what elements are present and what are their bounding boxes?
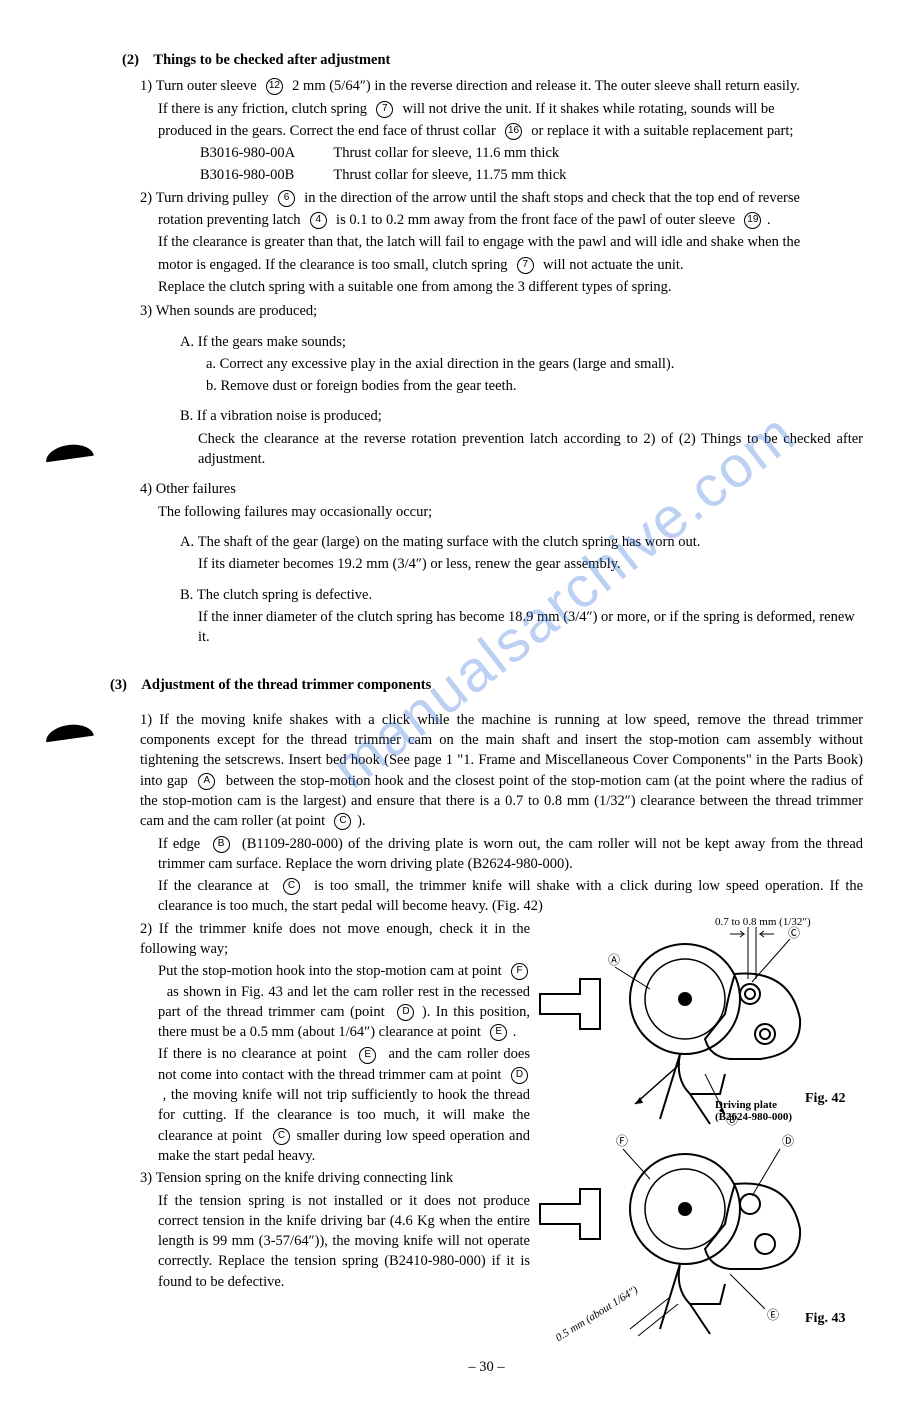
s2-i2-line2: rotation preventing latch 4 is 0.1 to 0.… [158,210,863,230]
s2-i3-title: 3) When sounds are produced; [140,301,863,321]
sec2-num: (2) [122,52,139,68]
sec2-title: Things to be checked after adjustment [153,52,390,68]
s2-i4-title: 4) Other failures [140,479,863,499]
s2-i4-B1: B. The clutch spring is defective. [180,585,863,605]
s2-i3-B-line: Check the clearance at the reverse rotat… [198,429,863,470]
s2-i2-line3: If the clearance is greater than that, t… [158,232,863,252]
s3-i1-p3: If the clearance at C is too small, the … [158,876,863,917]
s2-i3-A-a: a. Correct any excessive play in the axi… [206,354,863,374]
s3-i3-p1: If the tension spring is not installed o… [158,1191,530,1292]
fig-42-diagram: Ⓐ Ⓒ Ⓑ [530,919,850,1129]
s2-i4-A1: A. The shaft of the gear (large) on the … [180,532,863,552]
s2-i4-B2: If the inner diameter of the clutch spri… [198,607,863,648]
s2-i2-line4: motor is engaged. If the clearance is to… [158,255,863,275]
s2-i1-line1: 1) Turn outer sleeve 12 2 mm (5/64″) in … [140,76,863,96]
fig42-plate: Driving plate (B2624-980-000) [715,1099,792,1123]
sec3-title: Adjustment of the thread trimmer compone… [141,677,431,693]
s2-i1-part2: B3016-980-00B Thrust collar for sleeve, … [200,165,863,185]
s3-i2-p1: 2) If the trimmer knife does not move en… [140,919,530,960]
s3-i1-p2: If edge B (B1109-280-000) of the driving… [158,834,863,875]
svg-text:Ⓕ: Ⓕ [616,1134,628,1148]
fig-43-diagram: Ⓕ Ⓓ Ⓔ [530,1129,850,1339]
fig42-label: Fig. 42 [805,1089,845,1109]
s3-i1: 1) If the moving knife shakes with a cli… [140,710,863,832]
s3-i3-title: 3) Tension spring on the knife driving c… [140,1168,530,1188]
s2-i3-A: A. If the gears make sounds; [180,332,863,352]
s2-i3-B: B. If a vibration noise is produced; [180,406,863,426]
s2-i1-part1: B3016-980-00A Thrust collar for sleeve, … [200,143,863,163]
decor-mark-2 [44,722,93,743]
s3-i2-p3: If there is no clearance at point E and … [158,1044,530,1166]
svg-text:Ⓔ: Ⓔ [767,1308,779,1322]
s2-i1-line2: If there is any friction, clutch spring … [158,99,863,119]
sec3-num: (3) [110,677,127,693]
svg-text:Ⓓ: Ⓓ [782,1134,794,1148]
s2-i2-line5: Replace the clutch spring with a suitabl… [158,277,863,297]
page-number: – 30 – [110,1357,863,1377]
s2-i4-A2: If its diameter becomes 19.2 mm (3/4″) o… [198,554,863,574]
s2-i1-line3: produced in the gears. Correct the end f… [158,121,863,141]
svg-text:Ⓐ: Ⓐ [608,953,620,967]
s2-i2-line1: 2) Turn driving pulley 6 in the directio… [140,188,863,208]
s2-i4-sub: The following failures may occasionally … [158,502,863,522]
decor-mark-1 [44,442,93,463]
s3-i2-p2: Put the stop-motion hook into the stop-m… [158,961,530,1042]
fig42-dim: 0.7 to 0.8 mm (1/32″) [715,915,811,930]
fig43-label: Fig. 43 [805,1309,845,1329]
s2-i3-A-b: b. Remove dust or foreign bodies from th… [206,376,863,396]
